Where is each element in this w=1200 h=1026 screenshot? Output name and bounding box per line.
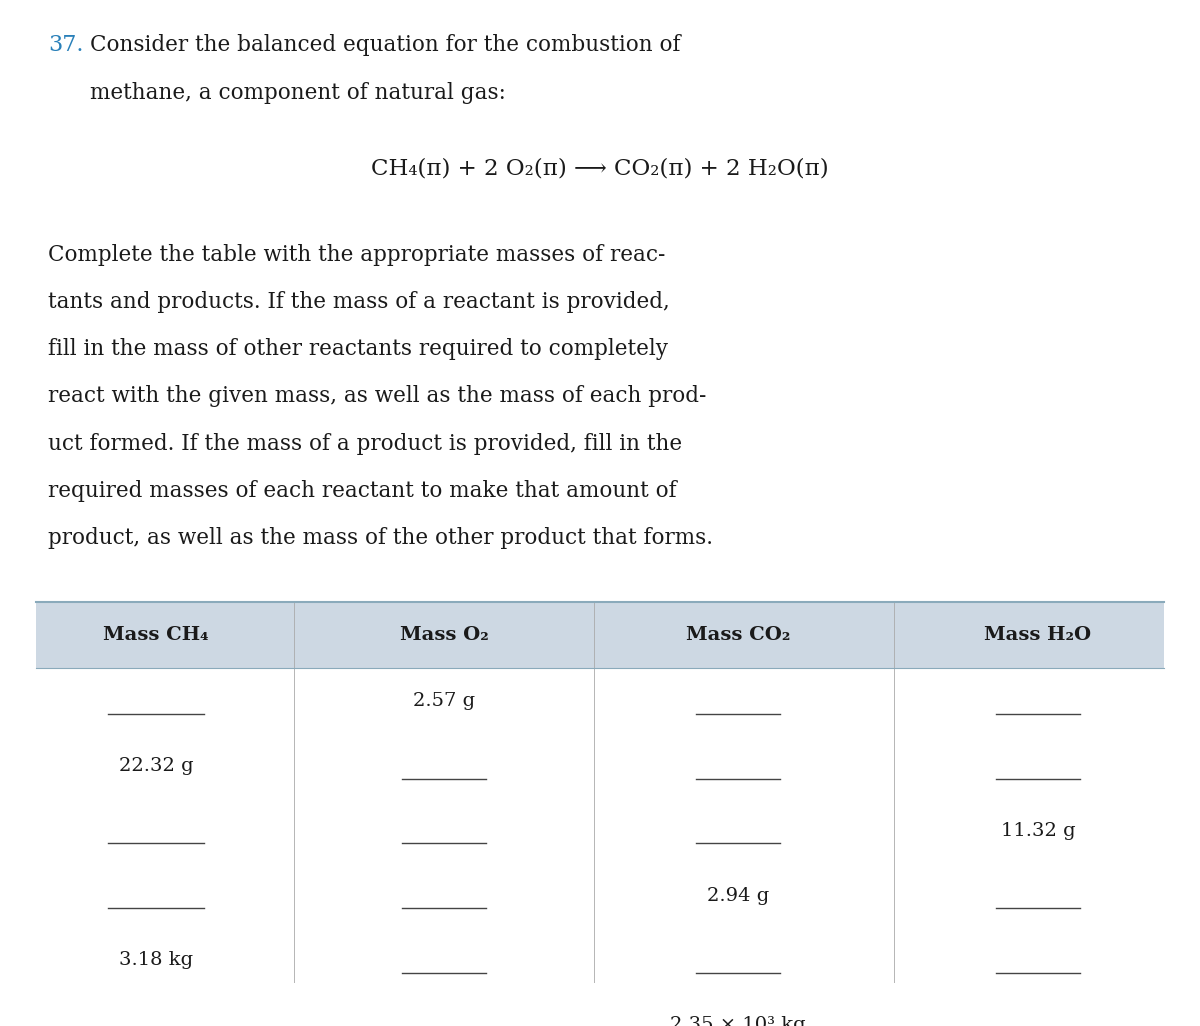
Text: 2.94 g: 2.94 g [707,886,769,905]
Text: Mass CH₄: Mass CH₄ [103,626,209,644]
Text: 11.32 g: 11.32 g [1001,822,1075,839]
Text: 22.32 g: 22.32 g [119,757,193,775]
Text: Mass O₂: Mass O₂ [400,626,488,644]
Text: 2.57 g: 2.57 g [413,692,475,710]
Text: uct formed. If the mass of a product is provided, fill in the: uct formed. If the mass of a product is … [48,433,682,455]
Text: CH₄(ᴨ) + 2 O₂(ᴨ) ⟶ CO₂(ᴨ) + 2 H₂O(ᴨ): CH₄(ᴨ) + 2 O₂(ᴨ) ⟶ CO₂(ᴨ) + 2 H₂O(ᴨ) [371,157,829,180]
Text: 2.35 × 10³ kg: 2.35 × 10³ kg [670,1017,806,1026]
Text: required masses of each reactant to make that amount of: required masses of each reactant to make… [48,480,677,502]
Bar [36,601,1164,669]
Text: tants and products. If the mass of a reactant is provided,: tants and products. If the mass of a rea… [48,291,670,313]
Text: product, as well as the mass of the other product that forms.: product, as well as the mass of the othe… [48,527,713,549]
Text: methane, a component of natural gas:: methane, a component of natural gas: [90,82,506,104]
Text: fill in the mass of other reactants required to completely: fill in the mass of other reactants requ… [48,339,668,360]
Text: Mass CO₂: Mass CO₂ [686,626,790,644]
Text: Complete the table with the appropriate masses of reac-: Complete the table with the appropriate … [48,244,665,266]
Text: Consider the balanced equation for the combustion of: Consider the balanced equation for the c… [90,35,680,56]
Text: react with the given mass, as well as the mass of each prod-: react with the given mass, as well as th… [48,386,707,407]
Text: 37.: 37. [48,35,84,56]
Text: Mass H₂O: Mass H₂O [984,626,1092,644]
Text: 3.18 kg: 3.18 kg [119,951,193,970]
